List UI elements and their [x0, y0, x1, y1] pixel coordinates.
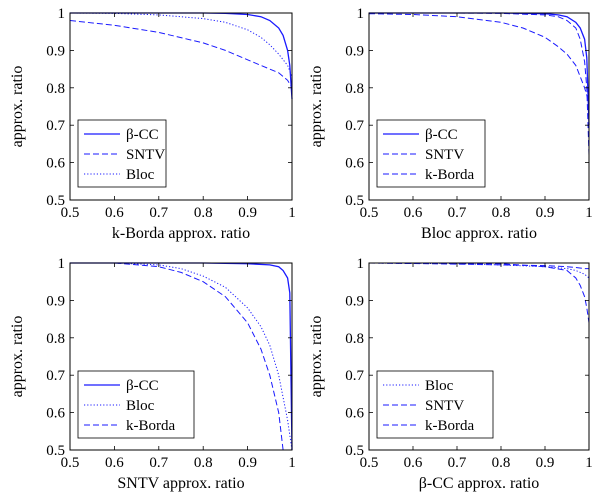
y-tick-label: 0.6: [345, 406, 364, 422]
series-line-1-3: [69, 12, 293, 77]
y-axis-label: approx. ratio: [308, 316, 325, 398]
x-tick-label: 0.9: [238, 205, 257, 221]
x-tick-label: 0.6: [404, 205, 423, 221]
y-tick-label: 0.8: [345, 81, 364, 97]
x-tick-label: 0.9: [536, 455, 555, 471]
legend-entry: k-Borda: [126, 418, 175, 434]
plot-frame: [368, 12, 590, 201]
x-tick-label: 0.5: [360, 205, 379, 221]
legend-entry: Bloc: [126, 398, 155, 414]
y-tick-label: 0.8: [345, 331, 364, 347]
y-tick-label: 1: [357, 256, 365, 272]
y-tick-label: 0.5: [345, 193, 364, 209]
y-tick-label: 0.9: [46, 43, 65, 59]
y-tick-label: 0.7: [46, 368, 65, 384]
x-tick-label: 0.6: [105, 455, 124, 471]
chart-panel-2: 0.5 0.6 0.7 0.8 0.9 1 0.5 0.6 0.7 0.8 0.9 1 Bloc app…: [308, 6, 593, 242]
series-line-3-3: [70, 262, 284, 451]
y-tick-label: 0.9: [46, 293, 65, 309]
series-line-1-1: [70, 12, 293, 100]
x-tick-label: 0.8: [194, 455, 213, 471]
plot-frame: [69, 12, 293, 201]
x-tick-label: 0.5: [61, 205, 80, 221]
x-tick-label: 0.8: [194, 205, 213, 221]
series-line-4-2: [368, 262, 589, 270]
x-tick-label: 0.7: [149, 205, 168, 221]
x-axis-label: SNTV approx. ratio: [117, 475, 244, 492]
y-axis-label: approx. ratio: [9, 66, 26, 148]
x-tick-label: 0.9: [238, 455, 257, 471]
chart-panel-4: 0.5 0.6 0.7 0.8 0.9 1 0.5 0.6 0.7 0.8 0.9 1 β-CC app…: [308, 256, 593, 492]
plot-frame: [69, 262, 293, 451]
chart-panel-3: 0.5 0.6 0.7 0.8 0.9 1 0.5 0.6 0.7 0.8 0.9 1 SNTV app…: [9, 256, 296, 492]
y-tick-label: 1: [58, 256, 66, 272]
x-tick-label: 1: [585, 205, 593, 221]
legend-entry: β-CC: [126, 127, 159, 143]
y-tick-label: 0.8: [46, 81, 65, 97]
legend-entry: β-CC: [126, 378, 159, 394]
legend: β-CC SNTV k-Borda: [376, 119, 486, 188]
legend-entry: SNTV: [425, 147, 464, 163]
y-tick-label: 1: [357, 6, 365, 22]
legend-entry: Bloc: [425, 378, 454, 394]
x-tick-label: 0.6: [105, 205, 124, 221]
y-tick-label: 0.6: [46, 156, 65, 172]
y-axis-label: approx. ratio: [308, 66, 325, 148]
series-line-2-2: [368, 13, 590, 103]
legend: β-CC SNTV Bloc: [77, 119, 167, 188]
y-tick-label: 0.5: [345, 443, 364, 459]
legend-entry: Bloc: [126, 167, 155, 183]
legend: Bloc SNTV k-Borda: [376, 370, 494, 439]
series-line-1-2: [69, 20, 293, 89]
legend: β-CC Bloc k-Borda: [77, 370, 195, 439]
x-tick-label: 0.6: [404, 455, 423, 471]
legend-entry: SNTV: [425, 398, 464, 414]
y-tick-label: 0.7: [345, 118, 364, 134]
x-tick-label: 1: [585, 455, 593, 471]
legend-entry: SNTV: [126, 147, 165, 163]
y-tick-label: 0.7: [46, 118, 65, 134]
x-tick-label: 0.7: [149, 455, 168, 471]
plot-frame: [368, 262, 590, 451]
x-axis-label: k-Borda approx. ratio: [112, 225, 250, 242]
y-tick-label: 0.6: [345, 156, 364, 172]
y-tick-label: 0.5: [46, 443, 65, 459]
legend-box: [77, 119, 167, 188]
x-axis-label: β-CC approx. ratio: [419, 475, 540, 492]
y-tick-label: 0.7: [345, 368, 364, 384]
x-tick-label: 0.5: [61, 455, 80, 471]
y-tick-label: 0.6: [46, 406, 65, 422]
x-tick-label: 0.8: [492, 205, 511, 221]
y-axis-label: approx. ratio: [9, 316, 26, 398]
y-tick-label: 0.9: [345, 293, 364, 309]
x-tick-label: 0.8: [492, 455, 511, 471]
legend-entry: β-CC: [425, 127, 458, 143]
x-tick-label: 0.5: [360, 455, 379, 471]
x-axis-label: Bloc approx. ratio: [421, 225, 537, 242]
x-tick-label: 0.9: [536, 205, 555, 221]
x-tick-label: 0.7: [448, 455, 467, 471]
y-tick-label: 0.8: [46, 331, 65, 347]
series-line-2-1: [369, 12, 590, 126]
legend-entry: k-Borda: [425, 418, 474, 434]
series-line-4-3: [368, 262, 590, 323]
x-tick-label: 1: [288, 205, 296, 221]
legend-entry: k-Borda: [425, 167, 474, 183]
series-line-3-2: [70, 262, 293, 451]
y-tick-label: 1: [58, 6, 66, 22]
chart-panel-1: 0.5 0.6 0.7 0.8 0.9 1 0.5 0.6 0.7 0.8 0.9 1 k-Borda …: [9, 6, 296, 242]
series-line-4-1: [368, 262, 590, 279]
x-tick-label: 0.7: [448, 205, 467, 221]
y-tick-label: 0.9: [345, 43, 364, 59]
x-tick-label: 1: [288, 455, 296, 471]
y-tick-label: 0.5: [46, 193, 65, 209]
